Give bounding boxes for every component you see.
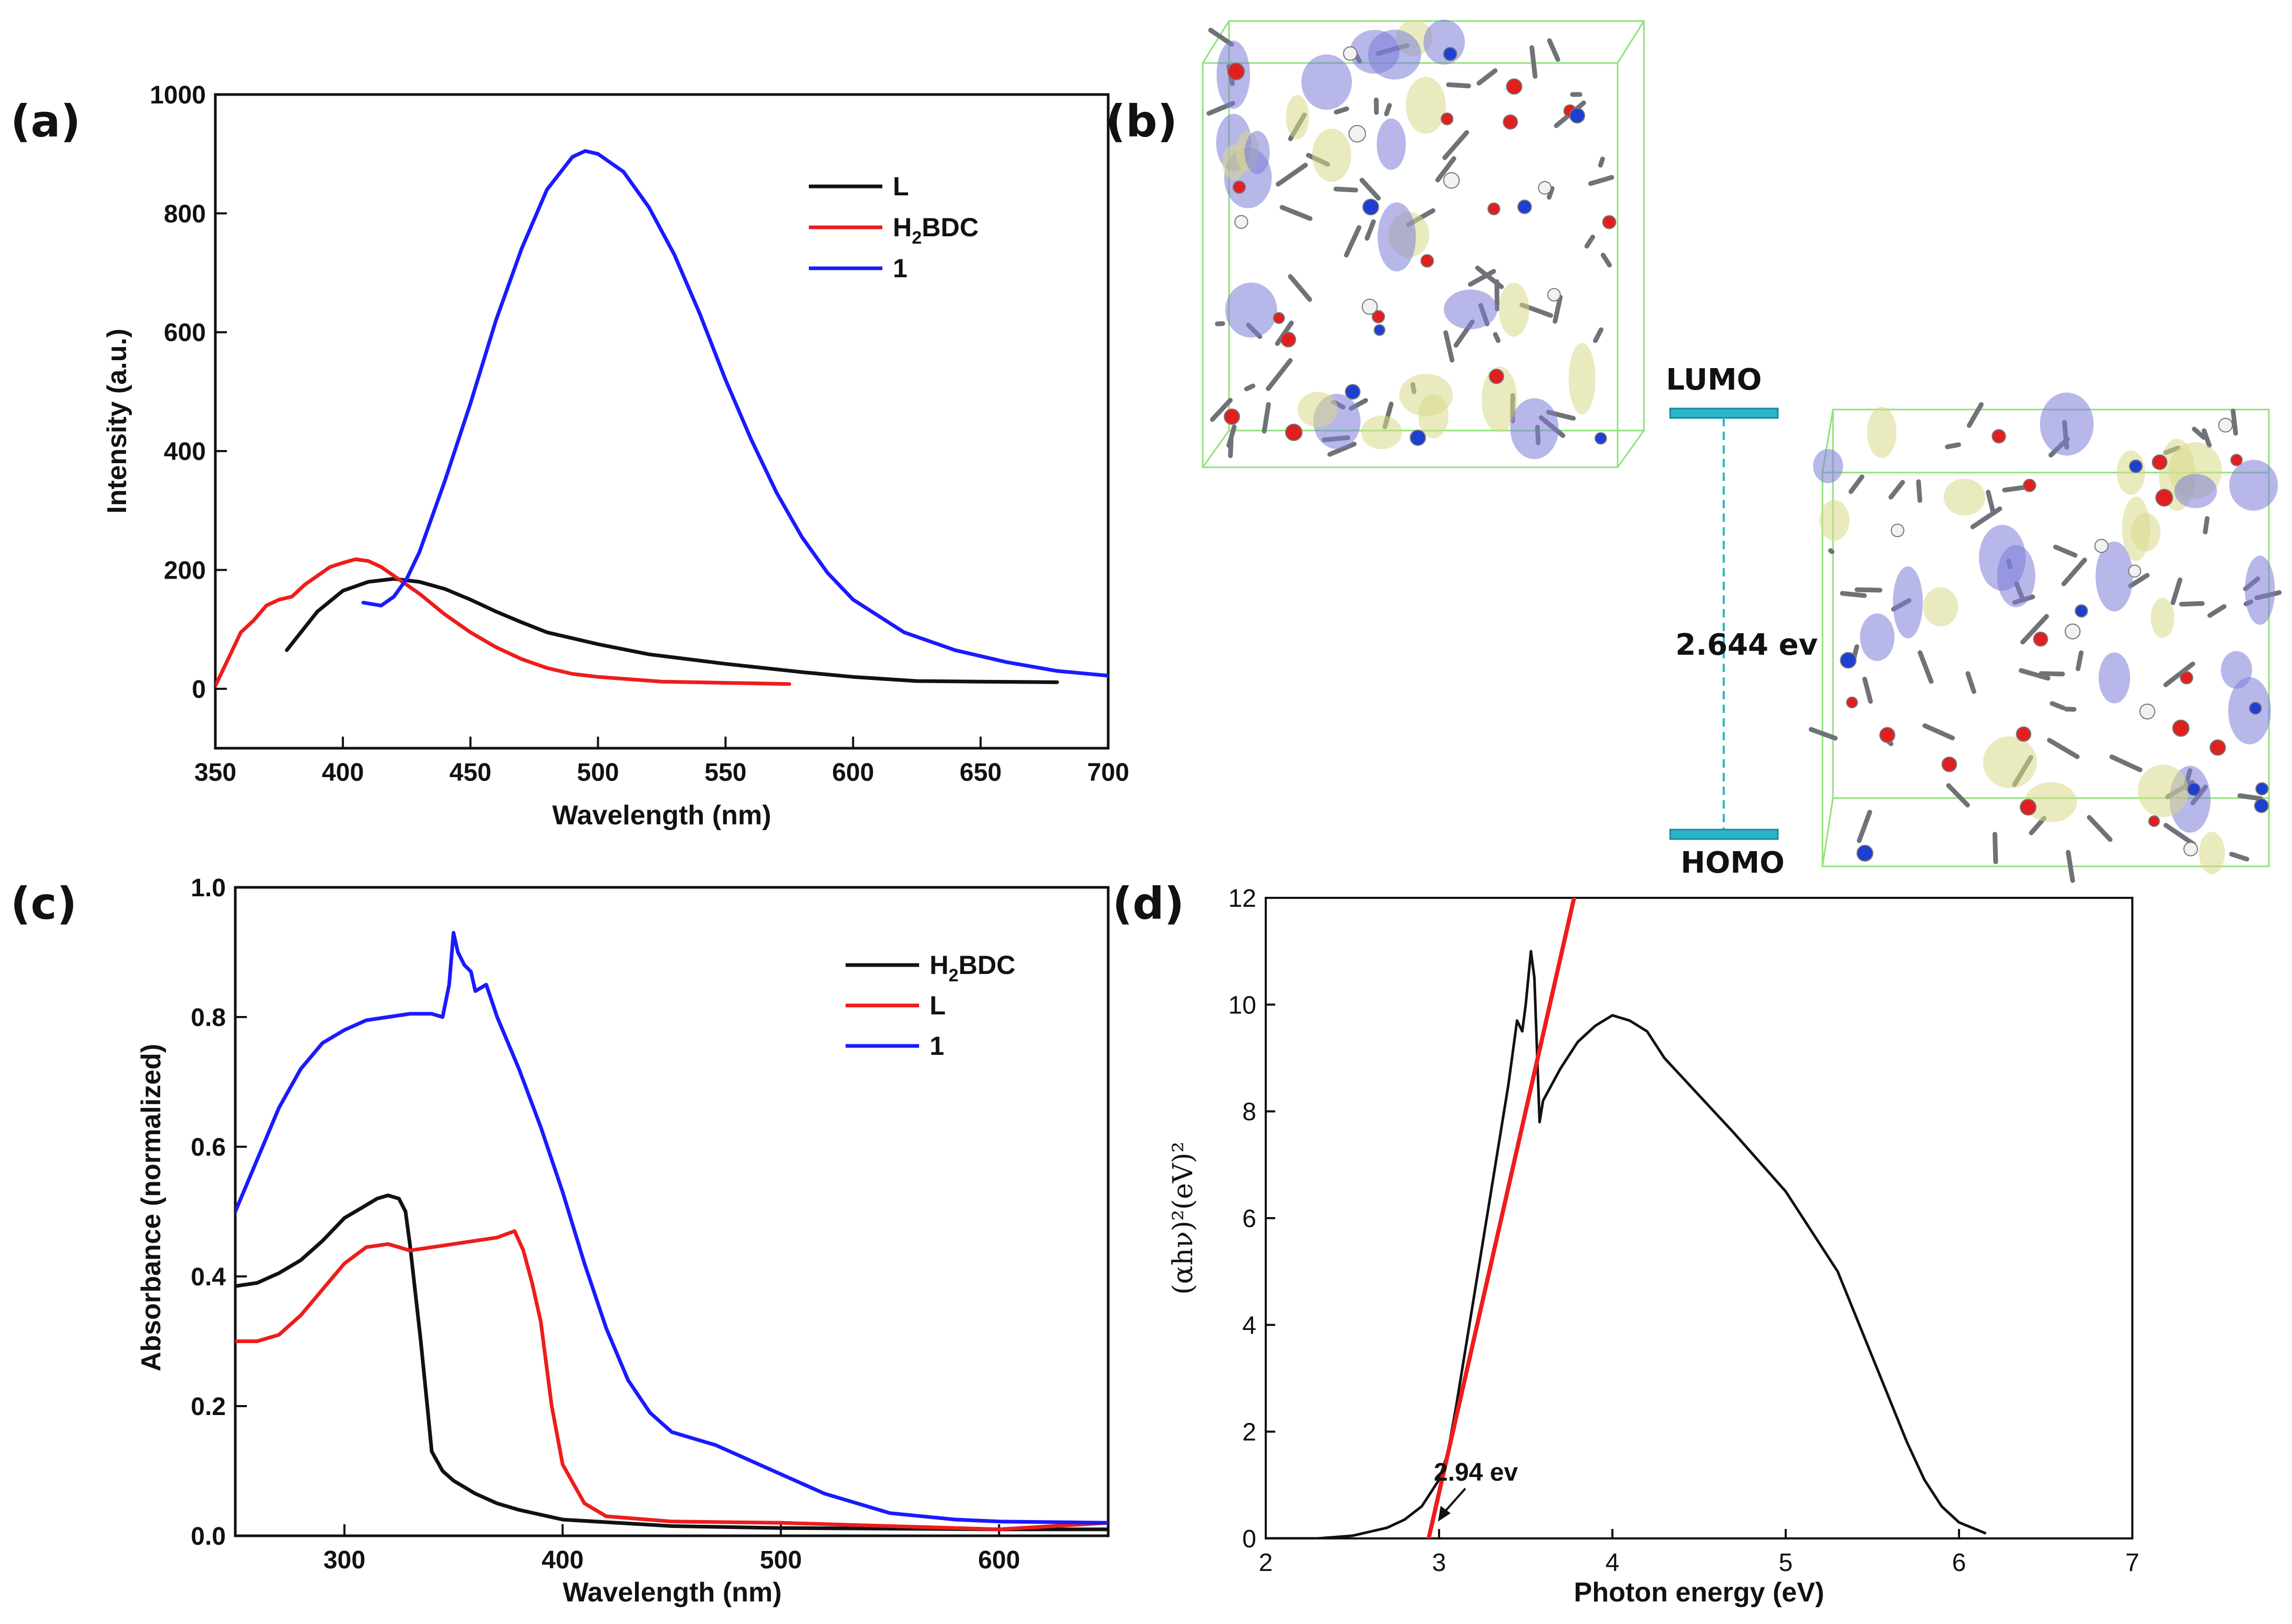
panel-d-annotation-arrow: [1443, 1487, 1466, 1513]
panel-b-orbitals: LUMO 2.644 ev HOMO: [1202, 19, 2282, 883]
panel-d-annotation: 2.94 ev: [1434, 1459, 1518, 1486]
panel-label-d: (d): [1112, 878, 1184, 929]
panel-d-frame: [1265, 897, 2133, 1539]
panel-c-chart: 300 400 500 600 0.0 0.2 0.4 0.6 0.8 1.0 Wavelengt…: [136, 874, 1110, 1608]
ytick-label: 0: [192, 676, 206, 704]
xtick-label: 500: [577, 759, 619, 787]
series-line-h2bdc: [215, 557, 791, 688]
xtick-label: 400: [322, 759, 364, 787]
panel-c-ylabel: Absorbance (normalized): [136, 1044, 166, 1371]
panel-d-arrowhead: [1438, 1506, 1451, 1522]
panel-c-xlabel: Wavelength (nm): [563, 1577, 782, 1608]
ytick-label: 8: [1242, 1098, 1256, 1126]
xtick-label: 300: [324, 1546, 366, 1574]
panel-d-series: [1266, 898, 1986, 1538]
ytick-label: 12: [1228, 885, 1256, 913]
panel-label-c: (c): [11, 878, 77, 929]
gap-energy-label: 2.644 ev: [1675, 628, 1818, 662]
xtick-label: 2: [1259, 1549, 1273, 1577]
panel-a-frame: [214, 93, 1110, 750]
ytick-label: 400: [164, 438, 206, 466]
ytick-label: 600: [164, 319, 206, 347]
legend-c-label-H2BDC: H2BDC: [930, 950, 1015, 986]
legend-c-label-L: L: [930, 991, 946, 1020]
series-line-l: [235, 1229, 1108, 1532]
xtick-label: 5: [1779, 1549, 1793, 1577]
ytick-label: 0.8: [191, 1004, 226, 1032]
lumo-structure-image: [1202, 19, 1645, 468]
homo-structure-image: [1808, 392, 2282, 883]
panel-label-a: (a): [11, 96, 80, 147]
panel-a-ticks: 350 400 450 500 550 600 650 700 0 200 400 600 800 100…: [150, 81, 1129, 787]
panel-a-series: [215, 149, 1108, 688]
ytick-label: 800: [164, 200, 206, 228]
ytick-label: 0: [1242, 1525, 1256, 1553]
xtick-label: 600: [832, 759, 874, 787]
xtick-label: 700: [1087, 759, 1129, 787]
lumo-level-bar: [1669, 407, 1779, 419]
panel-d-xlabel: Photon energy (eV): [1574, 1577, 1825, 1608]
xtick-label: 600: [978, 1546, 1020, 1574]
xtick-label: 550: [704, 759, 746, 787]
legend-a-label-1: 1: [893, 254, 908, 283]
lumo-label: LUMO: [1666, 363, 1762, 397]
panel-a-legend: L H2BDC 1: [809, 172, 978, 283]
panel-a-xlabel: Wavelength (nm): [553, 800, 772, 831]
panel-c-ticks: 300 400 500 600 0.0 0.2 0.4 0.6 0.8 1.0: [191, 874, 1020, 1574]
series-line-1: [235, 931, 1108, 1525]
series-line-h2bdc: [235, 1193, 1108, 1532]
xtick-label: 6: [1952, 1549, 1966, 1577]
xtick-label: 650: [960, 759, 1002, 787]
legend-a-label-L: L: [893, 172, 909, 201]
xtick-label: 7: [2126, 1549, 2140, 1577]
xtick-label: 450: [450, 759, 492, 787]
ytick-label: 0.6: [191, 1134, 226, 1161]
panel-c-legend: H2BDC L 1: [846, 950, 1015, 1061]
panel-a-ylabel: Intensity (a.u.): [102, 329, 132, 514]
ytick-label: 0.2: [191, 1393, 226, 1421]
xtick-label: 400: [541, 1546, 584, 1574]
ytick-label: 4: [1242, 1312, 1256, 1339]
panel-c-series: [235, 931, 1108, 1532]
ytick-label: 0.4: [191, 1263, 226, 1291]
ytick-label: 6: [1242, 1205, 1256, 1233]
xtick-label: 350: [194, 759, 236, 787]
series-line-fit: [1426, 898, 1577, 1538]
series-line-1: [361, 149, 1108, 678]
panel-c-frame: [234, 886, 1110, 1537]
panel-label-b: (b): [1106, 96, 1178, 147]
homo-level-bar: [1669, 829, 1779, 840]
ytick-label: 1000: [150, 81, 206, 109]
homo-label: HOMO: [1681, 846, 1785, 880]
xtick-label: 500: [760, 1546, 802, 1574]
legend-a-label-H2BDC: H2BDC: [893, 213, 978, 248]
series-line-tauc: [1266, 950, 1986, 1538]
legend-c-label-1: 1: [930, 1031, 944, 1061]
xtick-label: 4: [1606, 1549, 1620, 1577]
series-line-l: [285, 577, 1059, 684]
ytick-label: 0.0: [191, 1523, 226, 1550]
ytick-label: 2: [1242, 1419, 1256, 1447]
ytick-label: 10: [1228, 991, 1256, 1019]
panel-d-ylabel: (αhν)²(eV)²: [1168, 1141, 1199, 1294]
ytick-label: 200: [164, 557, 206, 584]
panel-a-chart: 350 400 450 500 550 600 650 700 0 200 400 600 800 100…: [102, 81, 1129, 831]
ytick-label: 1.0: [191, 874, 226, 902]
xtick-label: 3: [1432, 1549, 1446, 1577]
